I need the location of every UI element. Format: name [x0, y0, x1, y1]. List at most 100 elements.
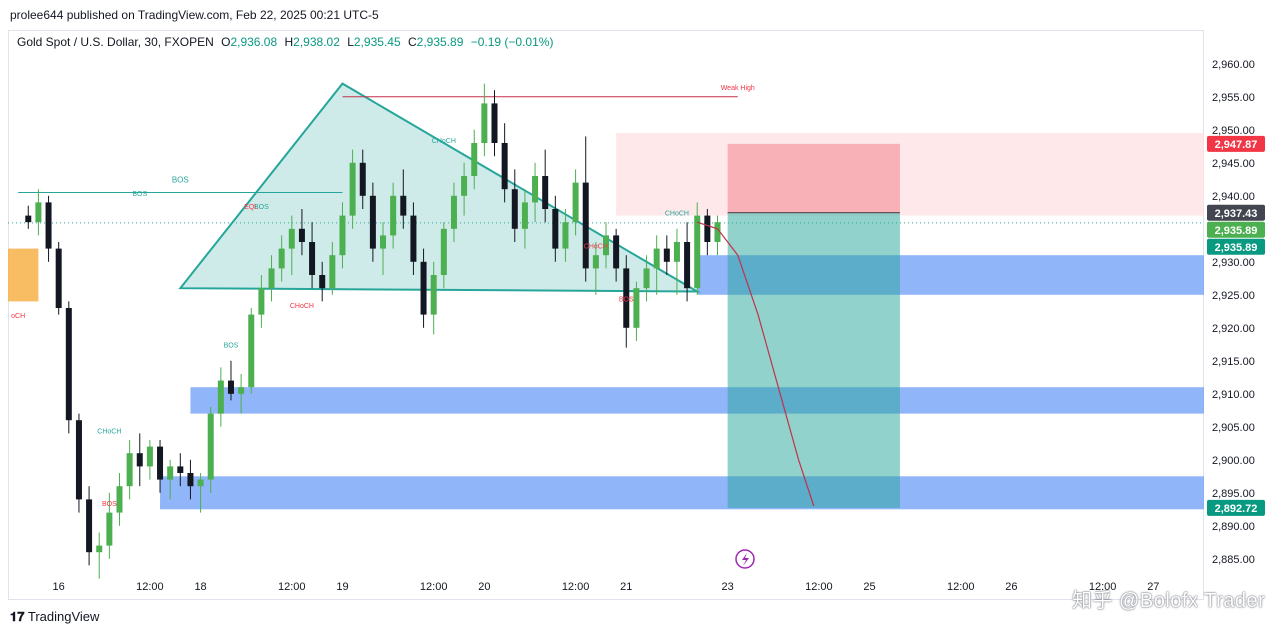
- candle-body[interactable]: [227, 380, 234, 394]
- candle-body[interactable]: [25, 215, 32, 223]
- candle-body[interactable]: [126, 453, 133, 487]
- candle-body[interactable]: [45, 202, 52, 249]
- candle-body[interactable]: [197, 479, 204, 487]
- candle-body[interactable]: [521, 202, 528, 229]
- candle-body[interactable]: [430, 275, 437, 315]
- candle-body[interactable]: [714, 222, 721, 242]
- demand-zone[interactable]: [190, 387, 1204, 414]
- price-tag-label: 2,947.87: [1215, 139, 1258, 151]
- chart-frame[interactable]: [8, 30, 1204, 600]
- candle-body[interactable]: [481, 103, 488, 143]
- candle-body[interactable]: [400, 195, 407, 216]
- candle-body[interactable]: [359, 162, 366, 196]
- lightning-icon-circle[interactable]: [735, 549, 755, 569]
- candle-body[interactable]: [501, 143, 508, 190]
- candle-body[interactable]: [633, 288, 640, 328]
- candle-body[interactable]: [532, 176, 539, 203]
- tv-logo-text: TradingView: [27, 609, 100, 624]
- candle-body[interactable]: [268, 268, 275, 289]
- candle-body[interactable]: [673, 242, 680, 262]
- candle-body[interactable]: [278, 248, 285, 269]
- candle-body[interactable]: [207, 413, 214, 480]
- candle-body[interactable]: [663, 248, 670, 262]
- candle-body[interactable]: [390, 195, 397, 236]
- candle-body[interactable]: [288, 228, 295, 249]
- candle-body[interactable]: [349, 162, 356, 216]
- candle-body[interactable]: [542, 176, 549, 209]
- candle-body[interactable]: [461, 176, 468, 196]
- candle-body[interactable]: [552, 209, 559, 249]
- candle-body[interactable]: [167, 466, 174, 480]
- lightning-icon: [742, 553, 749, 566]
- candle-body[interactable]: [177, 466, 184, 473]
- price-tag[interactable]: 2,892.72: [1207, 499, 1265, 516]
- time-tick-label: 27: [1147, 581, 1159, 593]
- candle-body[interactable]: [471, 143, 478, 176]
- candle-body[interactable]: [410, 215, 417, 262]
- candle-body[interactable]: [582, 182, 589, 269]
- candle-body[interactable]: [309, 242, 316, 275]
- price-tag-bg: [1207, 221, 1265, 238]
- candle-body[interactable]: [106, 512, 113, 546]
- price-tag-label: 2,935.89: [1215, 225, 1258, 237]
- candle-body[interactable]: [258, 288, 265, 315]
- candle-body[interactable]: [369, 195, 376, 249]
- price-tag-bg: [1207, 135, 1265, 152]
- candle-body[interactable]: [248, 314, 255, 388]
- structure-label: CHoCH: [432, 138, 456, 145]
- structure-label: BOS: [224, 343, 239, 350]
- price-tag[interactable]: 2,935.89: [1207, 221, 1265, 238]
- candle-body[interactable]: [35, 202, 42, 223]
- candle-body[interactable]: [75, 420, 82, 500]
- candle-body[interactable]: [653, 248, 660, 269]
- candle-body[interactable]: [65, 308, 72, 421]
- price-tag[interactable]: 2,935.89: [1207, 238, 1265, 255]
- position-stop-area[interactable]: [727, 143, 900, 213]
- candle-body[interactable]: [592, 255, 599, 269]
- candle-body[interactable]: [440, 228, 447, 275]
- candle-body[interactable]: [136, 453, 143, 467]
- candle-body[interactable]: [450, 195, 457, 229]
- candle-body[interactable]: [562, 222, 569, 249]
- publisher-line: prolee644 published on TradingView.com, …: [10, 8, 379, 22]
- candle-body[interactable]: [704, 215, 711, 242]
- candle-body[interactable]: [613, 235, 620, 269]
- candle-body[interactable]: [511, 189, 518, 229]
- order-block-zone[interactable]: [8, 248, 39, 302]
- time-tick-label: 12:00: [420, 581, 448, 593]
- time-tick-label: 12:00: [136, 581, 164, 593]
- candle-body[interactable]: [86, 499, 93, 553]
- candle-body[interactable]: [694, 215, 701, 289]
- candle-body[interactable]: [238, 387, 245, 394]
- candle-body[interactable]: [298, 228, 305, 242]
- candle-body[interactable]: [339, 215, 346, 256]
- candle-body[interactable]: [157, 446, 164, 480]
- candle-body[interactable]: [187, 473, 194, 487]
- candle-body[interactable]: [491, 103, 498, 143]
- price-tag[interactable]: 2,937.43: [1207, 204, 1265, 221]
- candle-body[interactable]: [380, 235, 387, 249]
- price-tag-bg: [1207, 238, 1265, 255]
- tradingview-logo[interactable]: 𝟏𝟕 TradingView: [10, 609, 99, 625]
- candle-body[interactable]: [96, 545, 103, 553]
- price-tick-label: 2,945.00: [1212, 158, 1255, 170]
- candle-body[interactable]: [329, 255, 336, 289]
- supply-zone[interactable]: [616, 133, 1204, 216]
- candle-body[interactable]: [217, 380, 224, 414]
- candle-body[interactable]: [623, 268, 630, 328]
- candle-body[interactable]: [603, 235, 609, 256]
- candle-body[interactable]: [319, 275, 326, 289]
- candle-body[interactable]: [55, 248, 62, 308]
- candle-body[interactable]: [643, 268, 650, 289]
- candle-body[interactable]: [420, 261, 427, 315]
- candle-body[interactable]: [684, 242, 691, 289]
- candle-body[interactable]: [146, 446, 153, 467]
- projection-path[interactable]: [697, 221, 815, 507]
- candle-body[interactable]: [572, 182, 579, 223]
- candle-body[interactable]: [116, 486, 123, 513]
- price-tag[interactable]: 2,947.87: [1207, 135, 1265, 152]
- demand-zone[interactable]: [160, 476, 1204, 510]
- symbol-name[interactable]: Gold Spot / U.S. Dollar, 30, FXOPEN: [17, 35, 214, 49]
- position-target-area[interactable]: [727, 212, 900, 508]
